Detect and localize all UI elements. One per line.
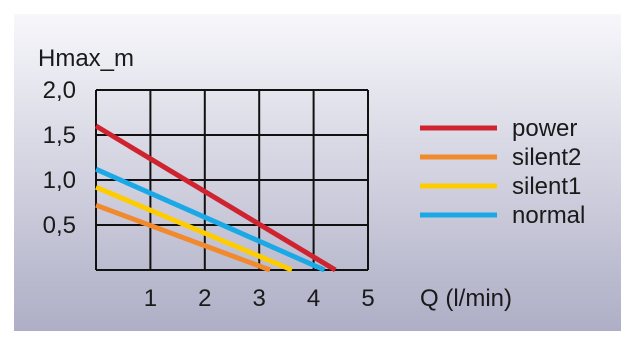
y-tick-label: 0,5 (43, 212, 76, 239)
series-line-power (94, 123, 337, 273)
legend-label-silent1: silent1 (512, 173, 581, 200)
y-tick-label: 2,0 (43, 77, 76, 104)
x-tick-label: 2 (198, 285, 211, 312)
legend-label-normal: normal (512, 202, 585, 229)
x-tick-label: 1 (144, 285, 157, 312)
x-tick-labels: 1 2 3 4 5 (144, 285, 375, 312)
series-line-silent2 (95, 202, 271, 273)
series-line-silent1 (95, 184, 293, 273)
series-line-normal (94, 166, 326, 273)
y-tick-label: 1,0 (43, 167, 76, 194)
x-tick-label: 3 (253, 285, 266, 312)
chart-background (14, 14, 621, 331)
x-axis-label: Q (l/min) (420, 285, 512, 312)
x-tick-label: 5 (361, 285, 374, 312)
series-lines (94, 123, 337, 273)
legend-label-power: power (512, 115, 577, 142)
y-tick-labels: 0,5 1,0 1,5 2,0 (43, 77, 76, 239)
grid (96, 89, 369, 270)
y-axis-label: Hmax_m (38, 45, 134, 72)
y-tick-label: 1,5 (43, 122, 76, 149)
legend-label-silent2: silent2 (512, 144, 581, 171)
x-tick-label: 4 (307, 285, 320, 312)
